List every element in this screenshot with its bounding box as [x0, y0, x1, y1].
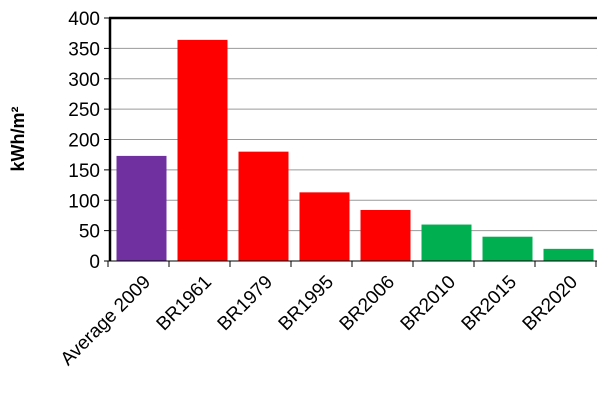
y-tick-label: 150	[68, 161, 100, 182]
y-axis-title: kWh/m²	[8, 106, 28, 171]
y-tick-label: 350	[68, 39, 100, 60]
bar-br2015	[482, 236, 533, 261]
x-tick-label: BR1979	[214, 272, 277, 335]
bar-br1995	[299, 192, 350, 261]
y-tick-label: 400	[68, 9, 100, 30]
bar-br2020	[543, 248, 594, 261]
x-tick-label: Average 2009	[57, 272, 155, 370]
bar-br1979	[238, 151, 289, 261]
x-tick-label: BR2006	[336, 272, 399, 335]
bar-br2010	[421, 224, 472, 261]
axes	[104, 16, 597, 267]
bar-br2006	[360, 209, 411, 261]
y-tick-labels: 0 50 100 150 200 250 300 350 400	[68, 9, 100, 273]
bar-average-2009	[116, 155, 167, 261]
y-tick-label: 50	[79, 222, 100, 243]
y-tick-label: 300	[68, 70, 100, 91]
y-tick-label: 250	[68, 100, 100, 121]
x-tick-label: BR2015	[458, 272, 521, 335]
x-tick-label: BR1995	[275, 272, 338, 335]
bar-br1961	[177, 39, 228, 262]
bars	[116, 39, 594, 262]
y-tick-label: 100	[68, 191, 100, 212]
y-tick-label: 0	[89, 252, 100, 273]
x-tick-label: BR2010	[397, 272, 460, 335]
x-tick-label: BR1961	[153, 272, 216, 335]
x-tick-labels: Average 2009BR1961BR1979BR1995BR2006BR20…	[57, 272, 582, 370]
x-tick-label: BR2020	[519, 272, 582, 335]
y-tick-label: 200	[68, 131, 100, 152]
